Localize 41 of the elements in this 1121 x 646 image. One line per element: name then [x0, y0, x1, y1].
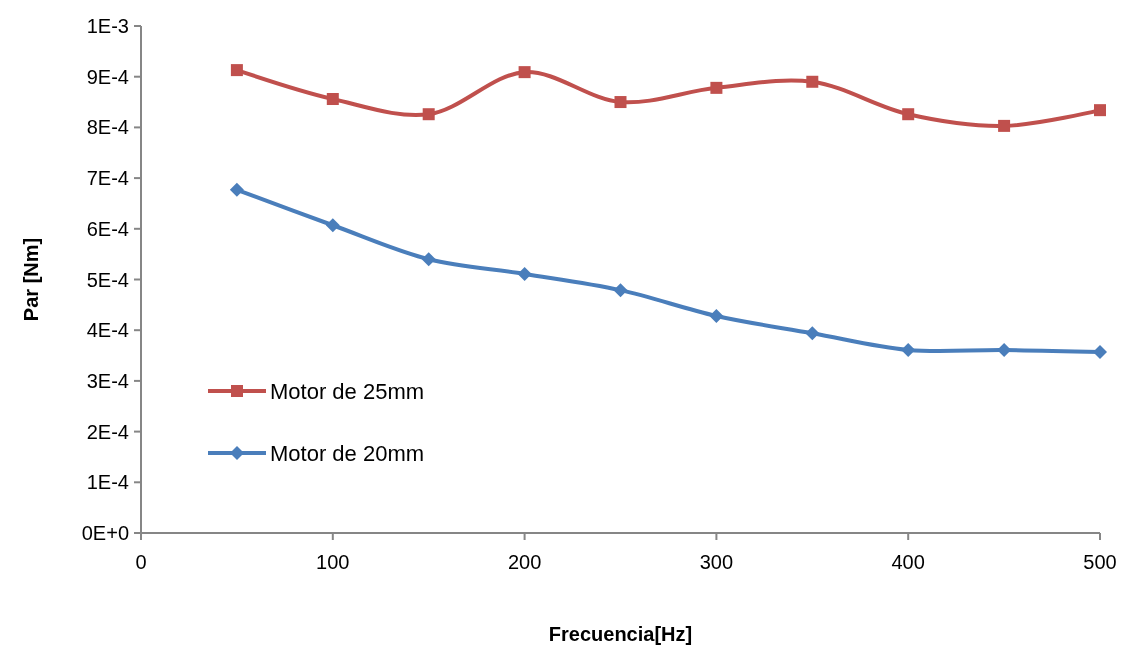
x-tick-label: 500	[1083, 551, 1117, 573]
point	[230, 64, 243, 77]
point	[998, 119, 1011, 132]
point	[421, 252, 436, 267]
legend-label: Motor de 20mm	[270, 440, 425, 466]
point	[229, 182, 244, 197]
x-tick-label: 400	[891, 551, 925, 573]
point	[325, 218, 340, 233]
y-tick-label: 4E-4	[86, 319, 129, 342]
y-tick-label: 7E-4	[86, 167, 129, 190]
point	[997, 342, 1012, 357]
x-tick-label: 100	[316, 551, 350, 573]
y-tick-label: 6E-4	[86, 217, 129, 240]
point	[614, 96, 627, 109]
point	[1094, 104, 1106, 117]
y-tick-label: 3E-4	[86, 369, 129, 392]
point	[517, 266, 532, 281]
x-tick-label: 200	[507, 551, 542, 573]
point	[901, 342, 916, 357]
point	[709, 309, 724, 323]
y-tick-label: 2E-4	[86, 420, 129, 443]
point	[326, 93, 339, 106]
y-tick-label: 1E-4	[86, 471, 129, 494]
y-tick-label: 8E-4	[86, 116, 129, 139]
x-axis-title: Frecuencia[Hz]	[548, 623, 693, 645]
point	[422, 108, 435, 121]
point	[613, 283, 628, 298]
point	[518, 66, 531, 79]
point	[1093, 345, 1107, 359]
point	[806, 75, 819, 88]
y-tick-label: 9E-4	[86, 65, 129, 88]
legend-label: Motor de 25mm	[270, 378, 425, 404]
point	[902, 108, 915, 121]
y-tick-label: 1E-3	[86, 15, 129, 37]
x-tick-label: 0	[135, 551, 147, 573]
y-tick-label: 0E+0	[81, 522, 129, 544]
point	[710, 81, 723, 94]
x-tick-label: 300	[699, 551, 734, 573]
y-tick-label: 5E-4	[86, 268, 129, 291]
y-axis-title: Par [Nm]	[20, 237, 42, 322]
point	[805, 326, 820, 341]
